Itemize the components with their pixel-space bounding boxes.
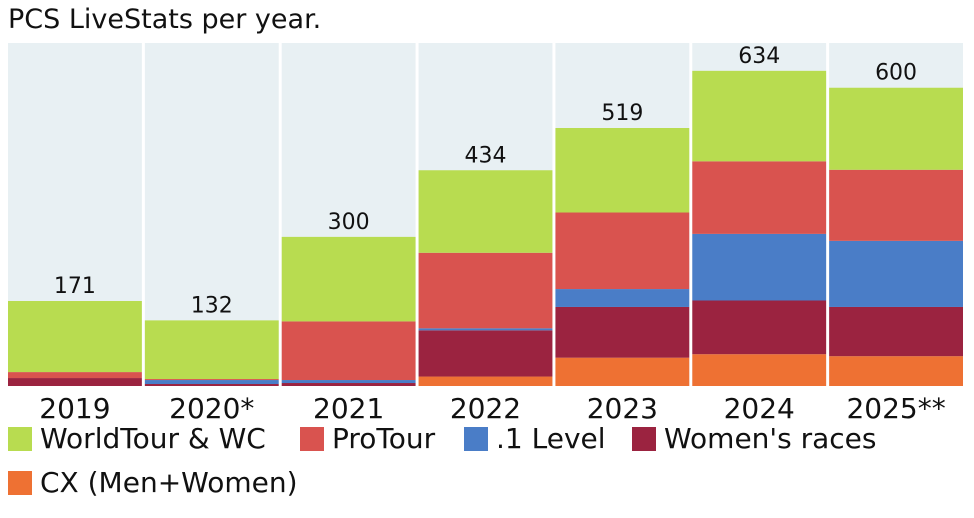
legend-label-cx: CX (Men+Women) — [40, 466, 298, 499]
bar-1-level-2020 — [144, 380, 279, 385]
legend-swatch-protour — [300, 426, 324, 451]
legend-label-womens: Women's races — [664, 422, 877, 455]
legend-label-protour: ProTour — [332, 422, 436, 455]
bar-1-level-2022 — [418, 328, 553, 331]
legend-swatch-cx — [8, 470, 32, 495]
category-label-2022: 2022 — [450, 392, 521, 420]
total-label-2019: 171 — [54, 274, 96, 299]
total-label-2022: 434 — [465, 143, 507, 168]
legend-item-worldtour: WorldTour & WC — [8, 422, 266, 455]
bar-1-level-2024 — [692, 233, 827, 301]
category-label-2024: 2024 — [724, 392, 795, 420]
total-label-2025: 600 — [875, 61, 917, 86]
bar-worldtour-wc-2024 — [692, 70, 827, 162]
bar-worldtour-wc-2025 — [829, 87, 963, 170]
chart-title: PCS LiveStats per year. — [8, 4, 322, 35]
bar-women-s-races-2020 — [144, 384, 279, 386]
bar-protour-2022 — [418, 252, 553, 329]
stacked-bar-chart: 171 2019 132 2020* 300 2021 434 2022 519 2023 634 2… — [8, 43, 963, 420]
category-label-2021: 2021 — [313, 392, 384, 420]
bar-worldtour-wc-2023 — [555, 128, 690, 213]
bar-women-s-races-2019 — [8, 378, 142, 386]
legend-swatch-womens — [632, 426, 656, 451]
bar-protour-2024 — [692, 161, 827, 234]
category-label-2019: 2019 — [39, 392, 110, 420]
bar-women-s-races-2022 — [418, 330, 553, 377]
legend-item-protour: ProTour — [300, 422, 435, 455]
legend-swatch-worldtour — [8, 426, 32, 451]
bar-protour-2025 — [829, 169, 963, 241]
legend-item-level1: .1 Level — [464, 422, 606, 455]
total-label-2020: 132 — [191, 293, 233, 318]
bar-1-level-2023 — [555, 289, 690, 307]
legend-item-womens: Women's races — [632, 422, 877, 455]
bar-protour-2023 — [555, 212, 690, 290]
legend-label-worldtour: WorldTour & WC — [40, 422, 266, 455]
category-label-2020: 2020* — [169, 392, 254, 420]
bar-cx-men-women-2025 — [829, 356, 963, 386]
bar-women-s-races-2021 — [281, 383, 416, 386]
bar-women-s-races-2024 — [692, 300, 827, 355]
legend-item-cx: CX (Men+Women) — [8, 466, 298, 499]
bar-protour-2020 — [144, 379, 279, 381]
total-label-2023: 519 — [601, 101, 643, 126]
bar-worldtour-wc-2020 — [144, 320, 279, 380]
bar-cx-men-women-2024 — [692, 354, 827, 386]
bar-cx-men-women-2023 — [555, 357, 690, 386]
bar-protour-2021 — [281, 321, 416, 381]
bar-worldtour-wc-2019 — [8, 300, 142, 373]
category-label-2023: 2023 — [587, 392, 658, 420]
total-label-2021: 300 — [328, 210, 370, 235]
bar-worldtour-wc-2022 — [418, 170, 553, 253]
bar-worldtour-wc-2021 — [281, 236, 416, 322]
bar-1-level-2025 — [829, 240, 963, 307]
bar-women-s-races-2023 — [555, 306, 690, 358]
bar-women-s-races-2025 — [829, 306, 963, 357]
legend-label-level1: .1 Level — [496, 422, 606, 455]
total-label-2024: 634 — [738, 44, 780, 69]
category-label-2025: 2025** — [846, 392, 945, 420]
legend-swatch-level1 — [464, 426, 488, 451]
bar-cx-men-women-2022 — [418, 376, 553, 386]
bar-1-level-2021 — [281, 380, 416, 384]
bar-protour-2019 — [8, 372, 142, 379]
